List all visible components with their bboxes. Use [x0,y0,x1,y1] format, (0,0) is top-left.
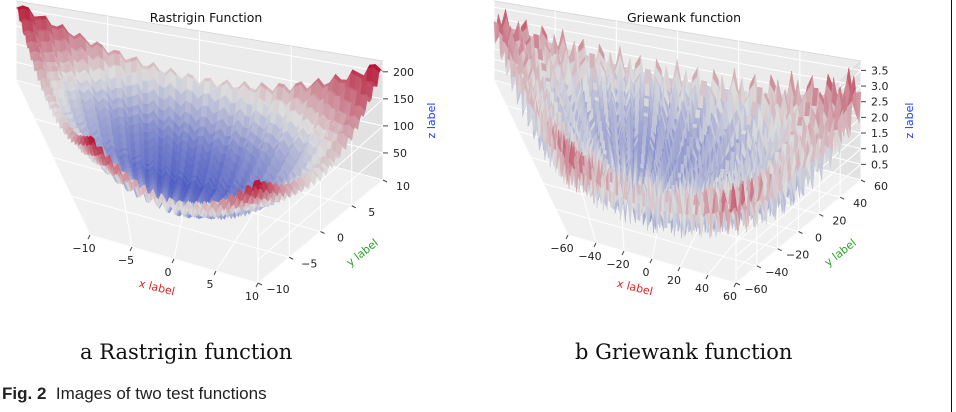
surface-patch [142,81,149,94]
surface-patch [202,93,209,107]
y-tick-mark [351,205,356,209]
surface-patch [116,89,123,100]
x-tick-label: −10 [72,242,95,255]
surface-patch [125,73,132,88]
surface-patch [121,132,127,144]
surface-patch [198,130,205,137]
rastrigin-surface [15,5,384,221]
surface-patch [203,81,211,94]
grid-line [71,195,290,258]
chart-title: Rastrigin Function [150,10,263,25]
y-tick-label: −5 [301,257,317,270]
surface-patch [144,148,150,159]
surface-patch [533,33,540,50]
surface-patch [697,94,704,109]
y-axis-label: y label [344,236,381,269]
surface-patch [142,93,149,105]
surface-patch [114,65,122,78]
x-tick-label: 5 [207,278,214,291]
surface-patch [589,53,596,70]
surface-patch [126,86,133,99]
surface-patch [131,72,138,86]
surface-patch [243,116,250,130]
x-tick-mark [87,234,91,240]
z-axis-label: z label [425,103,438,139]
y-tick-mark [320,231,325,234]
y-tick-label: 10 [396,180,410,193]
y-tick-label: −10 [266,283,289,296]
surface-patch [142,68,149,82]
surface-patch [115,77,122,89]
x-tick-mark [255,282,259,288]
y-tick-label: 0 [337,232,344,245]
y-tick-mark [382,179,388,183]
y-tick-label: 5 [368,206,375,219]
surface-patch [199,118,206,128]
x-tick-mark [171,258,175,264]
z-tick-label: 200 [393,66,414,79]
z-tick-label: 50 [393,147,407,160]
surface-patch [201,106,208,118]
x-tick-label: −5 [118,254,134,267]
rastrigin-surface-plot: −10 −5 0 5 10 −10 −5 0 5 10 50 100 150 200 x label y la… [15,0,438,303]
surface-patch [644,83,650,98]
surface-patch [46,42,54,53]
surface-patch [147,194,151,201]
surface-patch [142,105,149,115]
x-tick-label: 10 [245,290,259,303]
x-tick-mark [213,270,217,276]
surface-patch [40,18,48,31]
surface-patch [132,84,138,97]
griewank-surface-plot: −60−40−200204060−60−40−2002040600.51.01.… [493,0,916,303]
surface-patch [192,168,198,177]
x-tick-mark [129,246,133,252]
z-tick-label: 100 [393,120,414,133]
surface-patch [225,127,232,138]
surface-patch [591,67,597,81]
surface-patch [130,59,137,74]
z-tick-label: 150 [393,93,414,106]
surface-patch [645,68,651,87]
surface-patch [122,141,128,150]
surface-patch [113,53,121,66]
y-tick-mark [257,282,263,286]
surface-patch [700,80,707,99]
surface-patch [144,157,150,165]
x-axis-label: x label [138,277,177,298]
surface-patch [193,160,200,171]
surface-patch [125,61,132,75]
x-tick-label: 0 [165,266,172,279]
surface-patch [227,115,234,128]
y-tick-mark [289,256,294,260]
surface-patch [143,117,149,124]
